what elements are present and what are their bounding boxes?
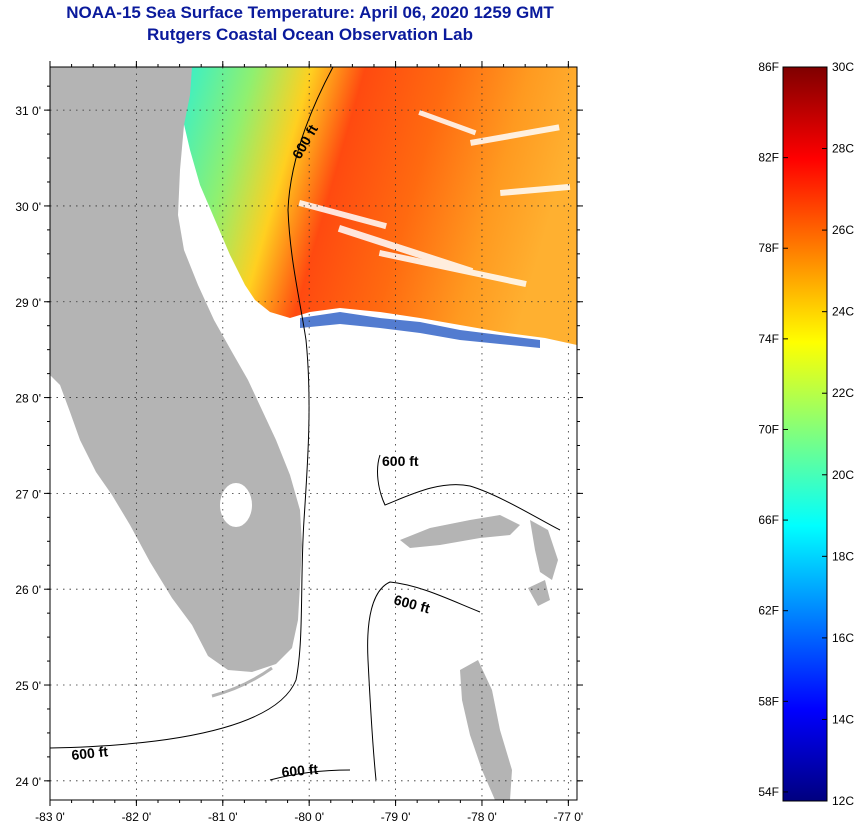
lon-tick-label: -82 0' (122, 810, 152, 824)
celsius-tick-label: 12C (832, 794, 854, 808)
lat-tick-label: 30 0' (15, 200, 41, 214)
cloud-streaks (298, 109, 571, 288)
isobath-contours (50, 67, 561, 781)
isobath-label-straits: 600 ft (71, 743, 109, 763)
celsius-tick-label: 14C (832, 712, 854, 726)
longitude-labels: -83 0' -82 0' -81 0' -80 0' -79 0' -78 0' -77 … (35, 810, 583, 824)
cold-band (300, 312, 540, 348)
fahrenheit-tick-label: 86F (758, 60, 779, 74)
lon-tick-label: -83 0' (35, 810, 65, 824)
lat-tick-label: 27 0' (15, 487, 41, 501)
lon-tick-label: -77 0' (554, 810, 584, 824)
celsius-labels: 30C 28C 26C 24C 22C 20C 18C 16C 14C 12C (832, 60, 854, 808)
fahrenheit-tick-label: 74F (758, 332, 779, 346)
celsius-tick-label: 22C (832, 386, 854, 400)
fahrenheit-tick-label: 58F (758, 694, 779, 708)
celsius-tick-label: 26C (832, 223, 854, 237)
map-title: NOAA-15 Sea Surface Temperature: April 0… (66, 3, 554, 22)
lon-tick-label: -81 0' (208, 810, 238, 824)
colorbar-scale (782, 66, 828, 802)
florida-keys (211, 666, 273, 698)
lon-tick-label: -80 0' (294, 810, 324, 824)
celsius-tick-label: 16C (832, 631, 854, 645)
fahrenheit-tick-label: 66F (758, 513, 779, 527)
andros (460, 660, 512, 800)
fahrenheit-tick-label: 70F (758, 422, 779, 436)
lat-tick-label: 25 0' (15, 679, 41, 693)
celsius-tick-label: 30C (832, 60, 854, 74)
lake-okeechobee (220, 483, 252, 527)
lat-tick-label: 31 0' (15, 104, 41, 118)
fahrenheit-tick-label: 54F (758, 785, 779, 799)
celsius-tick-label: 24C (832, 305, 854, 319)
new-providence (528, 580, 550, 606)
isobath-label-south: 600 ft (281, 761, 319, 780)
celsius-tick-label: 18C (832, 549, 854, 563)
abaco (530, 520, 558, 580)
grand-bahama (400, 515, 520, 548)
fahrenheit-labels: 86F 82F 78F 74F 70F 66F 62F 58F 54F (758, 60, 779, 799)
lat-tick-label: 24 0' (15, 775, 41, 789)
colorbar-ticks (783, 66, 827, 802)
latitude-labels: 31 0' 30 0' 29 0' 28 0' 27 0' 26 0' 25 0' 24 0' (15, 104, 41, 789)
lat-tick-label: 26 0' (15, 583, 41, 597)
lat-tick-label: 28 0' (15, 392, 41, 406)
map-frame (49, 66, 578, 801)
map-tick-marks (44, 61, 583, 806)
lat-tick-label: 29 0' (15, 296, 41, 310)
fahrenheit-tick-label: 82F (758, 151, 779, 165)
celsius-tick-label: 20C (832, 468, 854, 482)
fahrenheit-tick-label: 78F (758, 241, 779, 255)
map-subtitle: Rutgers Coastal Ocean Observation Lab (147, 25, 473, 44)
lon-tick-label: -79 0' (381, 810, 411, 824)
fahrenheit-tick-label: 62F (758, 604, 779, 618)
lon-tick-label: -78 0' (467, 810, 497, 824)
isobath-label-bahamas: 600 ft (382, 453, 419, 469)
celsius-tick-label: 28C (832, 142, 854, 156)
